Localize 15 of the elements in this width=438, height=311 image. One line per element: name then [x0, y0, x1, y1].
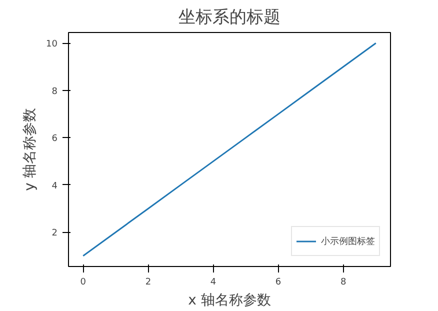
y-tick-label: 4: [52, 181, 58, 192]
y-tick-label: 6: [52, 134, 58, 144]
x-tick-label: 4: [210, 278, 216, 288]
x-tick-label: 2: [145, 278, 152, 288]
line-series: [82, 42, 377, 257]
x-tick-label: 6: [275, 278, 282, 288]
x-tick-label: 8: [340, 278, 346, 288]
x-axis-title: x 轴名称参数: [188, 292, 271, 308]
legend-label: 小示例图标签: [321, 236, 375, 248]
y-axis-title: y 轴名称参数: [22, 108, 38, 191]
y-tick-label: 10: [46, 40, 58, 50]
y-tick-label: 8: [52, 86, 58, 97]
y-tick-label: 2: [52, 228, 58, 239]
x-tick-label: 0: [80, 278, 86, 288]
chart-title: 坐标系的标题: [178, 8, 280, 28]
